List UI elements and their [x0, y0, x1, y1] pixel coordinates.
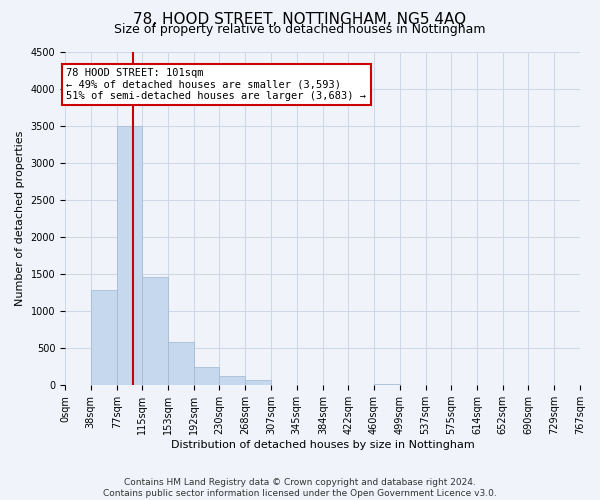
Y-axis label: Number of detached properties: Number of detached properties [15, 130, 25, 306]
Bar [117, 126, 142, 385]
Bar [220, 376, 245, 385]
Bar [91, 290, 117, 385]
Bar [374, 384, 400, 385]
Text: Contains HM Land Registry data © Crown copyright and database right 2024.
Contai: Contains HM Land Registry data © Crown c… [103, 478, 497, 498]
Bar [245, 380, 271, 385]
Bar [194, 368, 220, 385]
Bar [142, 277, 168, 385]
Text: 78, HOOD STREET, NOTTINGHAM, NG5 4AQ: 78, HOOD STREET, NOTTINGHAM, NG5 4AQ [133, 12, 467, 28]
Text: Size of property relative to detached houses in Nottingham: Size of property relative to detached ho… [114, 22, 486, 36]
X-axis label: Distribution of detached houses by size in Nottingham: Distribution of detached houses by size … [170, 440, 475, 450]
Bar [168, 342, 194, 385]
Text: 78 HOOD STREET: 101sqm
← 49% of detached houses are smaller (3,593)
51% of semi-: 78 HOOD STREET: 101sqm ← 49% of detached… [67, 68, 367, 101]
